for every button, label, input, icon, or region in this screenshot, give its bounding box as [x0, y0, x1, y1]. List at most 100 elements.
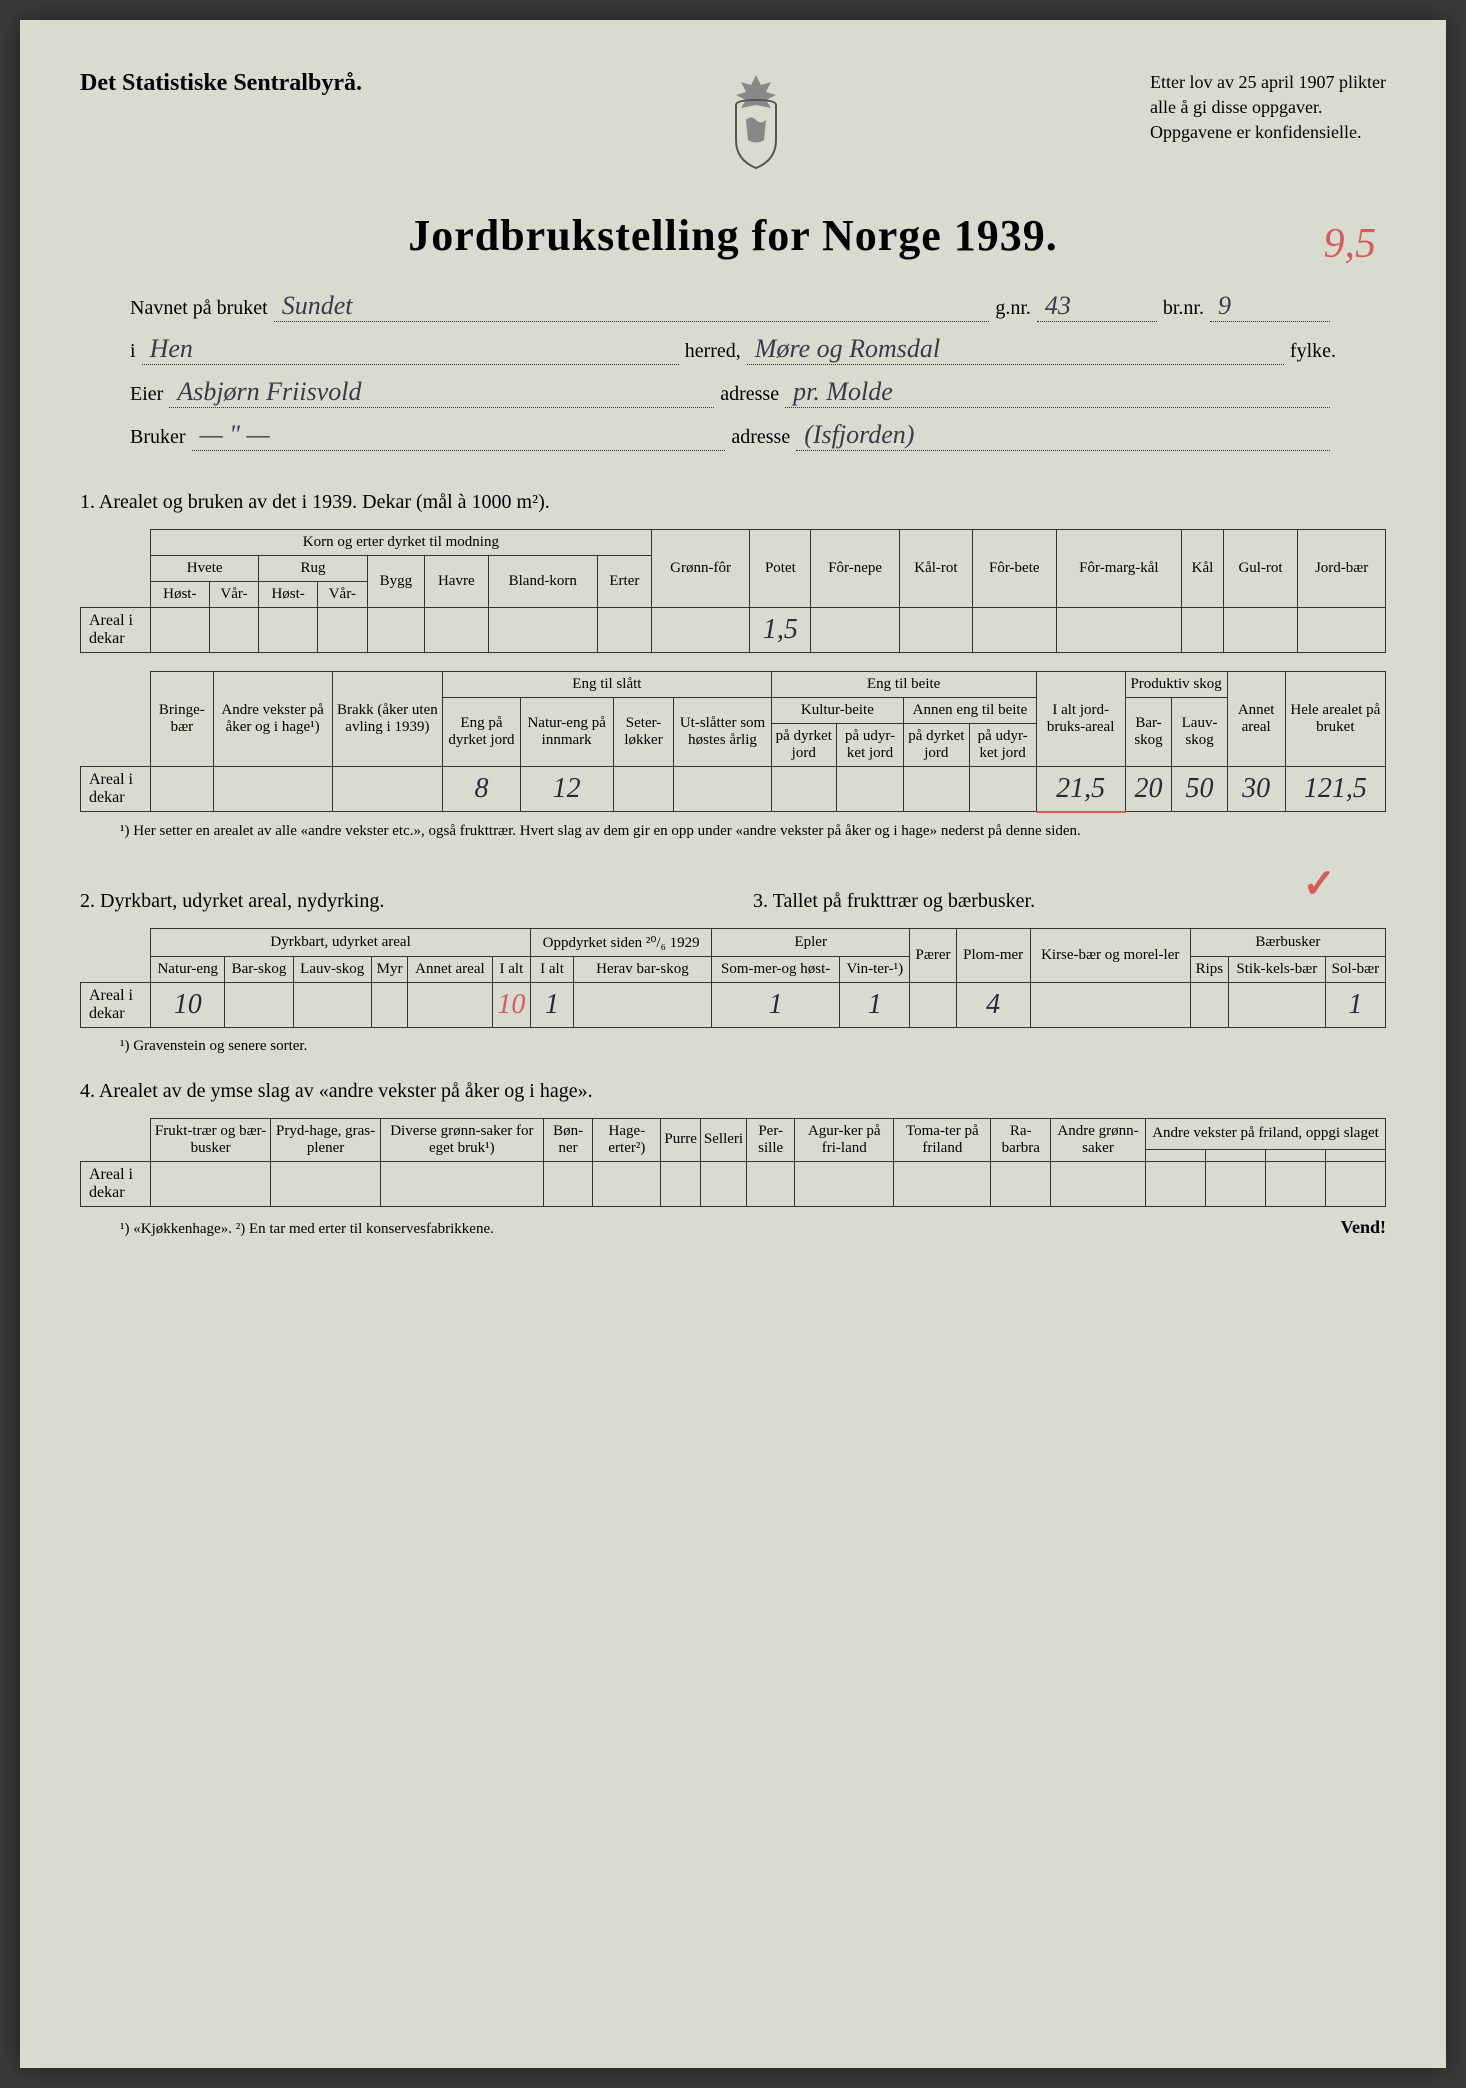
row-label-4: Areal i dekar — [81, 1161, 151, 1206]
legal-line-2: alle å gi disse oppgaver. — [1150, 95, 1386, 120]
adresse-value: pr. Molde — [785, 377, 1330, 408]
red-annotation: 9,5 — [1324, 220, 1377, 268]
row-label-1b: Areal i dekar — [81, 767, 151, 812]
table-1a: Korn og erter dyrket til modning Grønn-f… — [80, 529, 1386, 653]
th-hageerter: Hage-erter²) — [593, 1118, 661, 1161]
footnote-4: ¹) «Kjøkkenhage». ²) En tar med erter ti… — [120, 1221, 494, 1238]
header: Det Statistiske Sentralbyrå. Etter lov a… — [80, 70, 1386, 170]
footnote-1b: ¹) Her setter en arealet av alle «andre … — [120, 823, 1386, 840]
section3-title: 3. Tallet på frukttrær og bærbusker. — [753, 890, 1386, 913]
table-4: Frukt-trær og bær-busker Pryd-hage, gras… — [80, 1118, 1386, 1207]
legal-notice: Etter lov av 25 april 1907 plikter alle … — [1150, 70, 1386, 146]
navnet-value: Sundet — [274, 291, 990, 322]
val-natureng: 12 — [520, 767, 613, 812]
th-anneneng: Annen eng til beite — [904, 698, 1037, 724]
bruker-label: Bruker — [130, 426, 186, 449]
adresse2-label: adresse — [731, 426, 790, 449]
th-tomater: Toma-ter på friland — [894, 1118, 991, 1161]
th-engbeite: Eng til beite — [771, 672, 1036, 698]
val-sommerhost: 1 — [712, 982, 840, 1027]
val-annet: 30 — [1227, 767, 1285, 812]
i-value: Hen — [142, 334, 679, 365]
th-lauvskog-1b: Lauv-skog — [1172, 698, 1227, 767]
th-kirsebaer: Kirse-bær og morel-ler — [1030, 928, 1190, 982]
val-solbaer: 1 — [1325, 982, 1385, 1027]
adresse-label: adresse — [720, 383, 779, 406]
th-annet-2: Annet areal — [408, 956, 492, 982]
th-engslatt: Eng til slått — [443, 672, 771, 698]
val-barskog: 20 — [1125, 767, 1172, 812]
footnote-3: ¹) Gravenstein og senere sorter. — [120, 1038, 1386, 1055]
crest-icon — [716, 70, 796, 170]
th-ae-udyrket: på udyr-ket jord — [969, 724, 1036, 767]
th-potet: Potet — [750, 530, 811, 608]
th-annetareal: Annet areal — [1227, 672, 1285, 767]
th-hvete: Hvete — [151, 556, 259, 582]
th-blandkorn: Bland-korn — [488, 556, 597, 608]
th-erter: Erter — [598, 556, 652, 608]
th-kalrot: Kål-rot — [899, 530, 972, 608]
val-potet: 1,5 — [750, 608, 811, 653]
red-check-mark: ✓ — [1302, 860, 1336, 907]
th-andregronn: Andre grønn-saker — [1051, 1118, 1146, 1161]
table-2-3: Dyrkbart, udyrket areal Oppdyrket siden … — [80, 928, 1386, 1028]
navnet-label: Navnet på bruket — [130, 297, 268, 320]
th-lauvskog-2: Lauv-skog — [293, 956, 371, 982]
th-plommer: Plom-mer — [956, 928, 1030, 982]
th-kb-udyrket: på udyr-ket jord — [836, 724, 903, 767]
th-natureng-2: Natur-eng — [151, 956, 225, 982]
th-dyrkbart: Dyrkbart, udyrket areal — [151, 928, 531, 956]
th-ialt-jordbruk: I alt jord-bruks-areal — [1036, 672, 1125, 767]
th-formargkal: Fôr-marg-kål — [1056, 530, 1182, 608]
th-utslatter: Ut-slåtter som høstes årlig — [674, 698, 771, 767]
coat-of-arms — [716, 70, 796, 170]
val-ialt: 21,5 — [1036, 767, 1125, 812]
th-rabarbra: Ra-barbra — [991, 1118, 1051, 1161]
th-kb-dyrket: på dyrket jord — [771, 724, 836, 767]
gnr-value: 43 — [1037, 291, 1157, 322]
th-stikkelsbaer: Stik-kels-bær — [1228, 956, 1325, 982]
th-epler: Epler — [712, 928, 910, 956]
th-rips: Rips — [1190, 956, 1228, 982]
agency-name: Det Statistiske Sentralbyrå. — [80, 70, 362, 97]
th-barskog-1b: Bar-skog — [1125, 698, 1172, 767]
legal-line-3: Oppgavene er konfidensielle. — [1150, 120, 1386, 145]
th-baerbusker: Bærbusker — [1190, 928, 1385, 956]
th-andrefriland: Andre vekster på friland, oppgi slaget — [1146, 1118, 1386, 1150]
th-solbaer: Sol-bær — [1325, 956, 1385, 982]
th-myr: Myr — [371, 956, 407, 982]
brnr-label: br.nr. — [1163, 297, 1204, 320]
section2-title: 2. Dyrkbart, udyrket areal, nydyrking. — [80, 890, 713, 913]
th-havre: Havre — [425, 556, 488, 608]
eier-label: Eier — [130, 383, 163, 406]
th-seterlokker: Seter-løkker — [613, 698, 674, 767]
identity-fields: Navnet på bruket Sundet g.nr. 43 br.nr. … — [130, 291, 1336, 451]
th-engdyrket: Eng på dyrket jord — [443, 698, 521, 767]
th-hvete-var: Vår- — [209, 582, 259, 608]
th-ialt-2: I alt — [492, 956, 531, 982]
th-korn-group: Korn og erter dyrket til modning — [151, 530, 652, 556]
th-natureng-1b: Natur-eng på innmark — [520, 698, 613, 767]
th-bringebaer: Bringe-bær — [151, 672, 214, 767]
th-fornepe: Fôr-nepe — [811, 530, 899, 608]
val-oppd-ialt: 1 — [531, 982, 574, 1027]
th-sommerhost: Som-mer-og høst- — [712, 956, 840, 982]
fylke-label: fylke. — [1290, 340, 1336, 363]
th-kal: Kål — [1182, 530, 1224, 608]
th-selleri: Selleri — [700, 1118, 746, 1161]
row-label-23: Areal i dekar — [81, 982, 151, 1027]
val-natureng-2: 10 — [151, 982, 225, 1027]
adresse2-value: (Isfjorden) — [796, 420, 1330, 451]
th-gronnfor: Grønn-fôr — [651, 530, 750, 608]
i-label: i — [130, 340, 136, 363]
val-plommer: 4 — [956, 982, 1030, 1027]
table-1b: Bringe-bær Andre vekster på åker og i ha… — [80, 671, 1386, 813]
th-diverse: Diverse grønn-saker for eget bruk¹) — [380, 1118, 543, 1161]
brnr-value: 9 — [1210, 291, 1330, 322]
th-rug-host: Høst- — [259, 582, 318, 608]
th-forbete: Fôr-bete — [972, 530, 1056, 608]
th-rug: Rug — [259, 556, 367, 582]
bruker-value: — " — — [192, 420, 726, 451]
th-kulturbeite: Kultur-beite — [771, 698, 904, 724]
th-agurker: Agur-ker på fri-land — [795, 1118, 894, 1161]
